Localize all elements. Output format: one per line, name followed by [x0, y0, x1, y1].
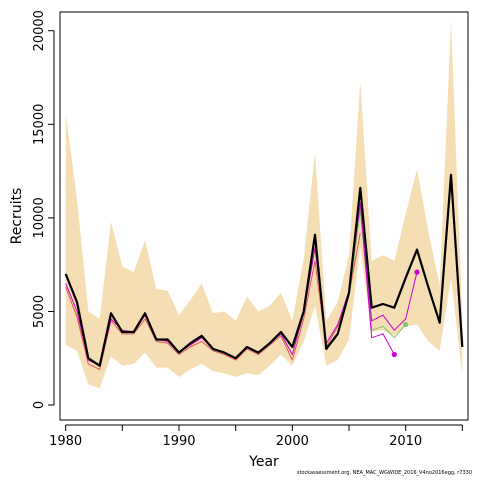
plot-frame — [59, 11, 469, 421]
y-tick-label-15000: 15000 — [32, 104, 47, 145]
series-line-0 — [64, 173, 464, 367]
y-tick-label-0: 0 — [32, 401, 47, 409]
y-tick-label-5000: 5000 — [32, 295, 47, 328]
series-line-2 — [348, 209, 407, 339]
series-line-4 — [359, 202, 418, 331]
confidence-band — [65, 21, 463, 389]
axes: 1980 1990 2000 2010 Year 0 5000 10000 15000 20000… — [9, 10, 469, 470]
series-4-end-point — [414, 269, 420, 275]
series-2-end-point — [403, 321, 409, 328]
x-tick-label-1980: 1980 — [49, 434, 82, 449]
series-line-1 — [65, 232, 361, 370]
plot-area — [64, 21, 464, 389]
x-axis-title: Year — [248, 454, 279, 470]
x-tick-label-2000: 2000 — [276, 434, 309, 449]
series-3-end-point — [391, 351, 397, 358]
x-tick-label-2010: 2010 — [389, 434, 422, 449]
source-footer: stockassessment.org, NEA_MAC_WGWIDE_2016… — [296, 470, 472, 476]
x-tick-label-1990: 1990 — [162, 434, 195, 449]
y-tick-label-20000: 20000 — [32, 10, 47, 51]
y-axis-title: Recruits — [9, 188, 25, 245]
y-tick-label-10000: 10000 — [32, 197, 47, 238]
